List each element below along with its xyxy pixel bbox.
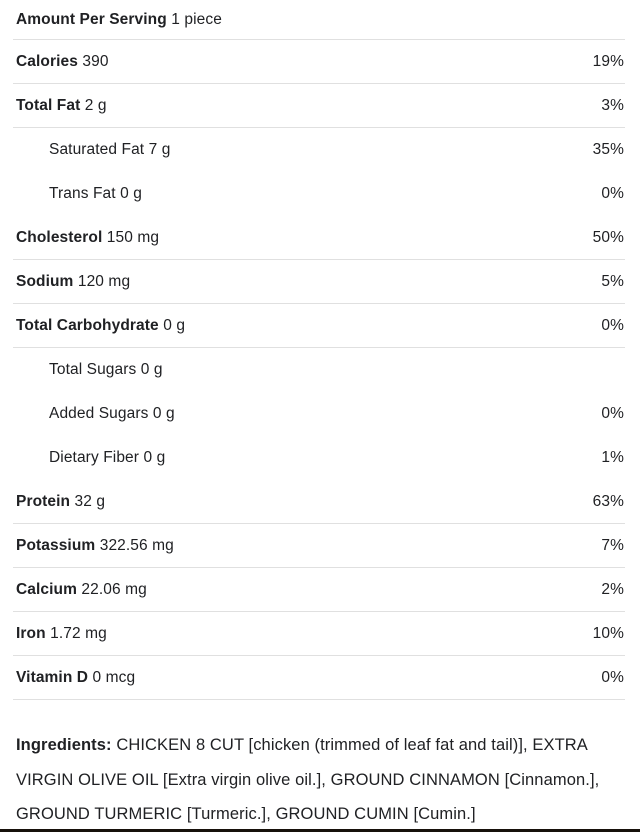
nutrient-row-potassium: Potassium 322.56 mg 7% [0,524,640,568]
nutrient-row-vitamin-d: Vitamin D 0 mcg 0% [0,656,640,700]
nutrient-name: Potassium [16,537,96,554]
nutrient-row-trans-fat: Trans Fat 0 g 0% [0,172,640,216]
nutrient-text: Cholesterol 150 mg [16,229,159,247]
nutrient-amount: 150 mg [106,229,160,246]
daily-value-percent: 3% [601,97,624,114]
nutrient-amount: 120 mg [77,273,131,290]
nutrient-name: Calories [16,53,78,70]
nutrient-amount: 0 g [152,405,175,422]
nutrient-text: Total Carbohydrate 0 g [16,317,185,335]
nutrient-text: Total Fat 2 g [16,97,107,115]
nutrient-name: Dietary Fiber [49,449,140,466]
ingredients-section: Ingredients: CHICKEN 8 CUT [chicken (tri… [16,728,624,832]
nutrient-text: Vitamin D 0 mcg [16,669,135,687]
ingredients-text: CHICKEN 8 CUT [chicken (trimmed of leaf … [16,736,600,823]
daily-value-percent: 0% [601,669,624,686]
nutrient-amount: 0 mcg [92,669,136,686]
nutrient-name: Total Carbohydrate [16,317,159,334]
daily-value-percent: 7% [601,537,624,554]
nutrient-row-dietary-fiber: Dietary Fiber 0 g 1% [0,436,640,480]
nutrient-name: Trans Fat [49,185,116,202]
daily-value-percent: 0% [601,185,624,202]
nutrient-name: Total Sugars [49,361,137,378]
nutrient-row-added-sugars: Added Sugars 0 g 0% [0,392,640,436]
nutrient-row-total-sugars: Total Sugars 0 g [0,348,640,392]
daily-value-percent: 50% [592,229,624,246]
nutrient-text: Saturated Fat 7 g [49,141,171,159]
nutrient-row-iron: Iron 1.72 mg 10% [0,612,640,656]
nutrient-row-total-carbohydrate: Total Carbohydrate 0 g 0% [0,304,640,348]
nutrient-amount: 22.06 mg [81,581,147,598]
nutrient-amount: 0 g [143,449,166,466]
nutrient-row-calories: Calories 390 19% [0,40,640,84]
nutrient-amount: 0 g [140,361,163,378]
daily-value-percent: 1% [601,449,624,466]
daily-value-percent: 19% [592,53,624,70]
nutrient-row-total-fat: Total Fat 2 g 3% [0,84,640,128]
nutrient-text: Calcium 22.06 mg [16,581,147,599]
nutrient-name: Iron [16,625,46,642]
nutrient-name: Total Fat [16,97,81,114]
nutrient-name: Vitamin D [16,669,89,686]
nutrient-amount: 0 g [120,185,142,202]
nutrient-text: Iron 1.72 mg [16,625,107,643]
serving-label: Amount Per Serving [16,11,167,28]
nutrient-text: Calories 390 [16,53,109,71]
nutrient-row-protein: Protein 32 g 63% [0,480,640,524]
nutrient-text: Dietary Fiber 0 g [49,449,165,467]
daily-value-percent: 0% [601,317,624,334]
nutrient-name: Sodium [16,273,74,290]
nutrient-amount: 390 [82,53,109,70]
nutrient-name: Protein [16,493,71,510]
nutrient-text: Protein 32 g [16,493,105,511]
nutrient-name: Calcium [16,581,77,598]
nutrient-amount: 322.56 mg [99,537,174,554]
nutrient-amount: 32 g [74,493,106,510]
nutrient-text: Trans Fat 0 g [49,185,142,203]
nutrient-text: Sodium 120 mg [16,273,130,291]
serving-size-value: 1 piece [171,11,222,28]
ingredients-label: Ingredients: [16,736,112,754]
nutrient-name: Cholesterol [16,229,103,246]
nutrient-amount: 0 g [163,317,186,334]
nutrient-amount: 7 g [148,141,171,158]
nutrient-row-cholesterol: Cholesterol 150 mg 50% [0,216,640,260]
daily-value-percent: 35% [592,141,624,158]
daily-value-percent: 10% [592,625,624,642]
serving-text: Amount Per Serving 1 piece [16,11,222,29]
nutrient-row-saturated-fat: Saturated Fat 7 g 35% [0,128,640,172]
nutrient-text: Added Sugars 0 g [49,405,175,423]
nutrient-text: Total Sugars 0 g [49,361,163,379]
nutrient-amount: 1.72 mg [50,625,107,642]
daily-value-percent: 5% [601,273,624,290]
nutrient-text: Potassium 322.56 mg [16,537,174,555]
nutrient-rows: Calories 390 19% Total Fat 2 g 3% Saturated … [0,40,640,700]
daily-value-percent: 0% [601,405,624,422]
nutrient-name: Added Sugars [49,405,149,422]
nutrient-name: Saturated Fat [49,141,145,158]
nutrient-row-sodium: Sodium 120 mg 5% [0,260,640,304]
amount-per-serving-row: Amount Per Serving 1 piece [0,0,640,40]
daily-value-percent: 2% [601,581,624,598]
bottom-divider-bar [0,829,640,832]
nutrient-amount: 2 g [84,97,107,114]
daily-value-percent: 63% [592,493,624,510]
nutrient-row-calcium: Calcium 22.06 mg 2% [0,568,640,612]
